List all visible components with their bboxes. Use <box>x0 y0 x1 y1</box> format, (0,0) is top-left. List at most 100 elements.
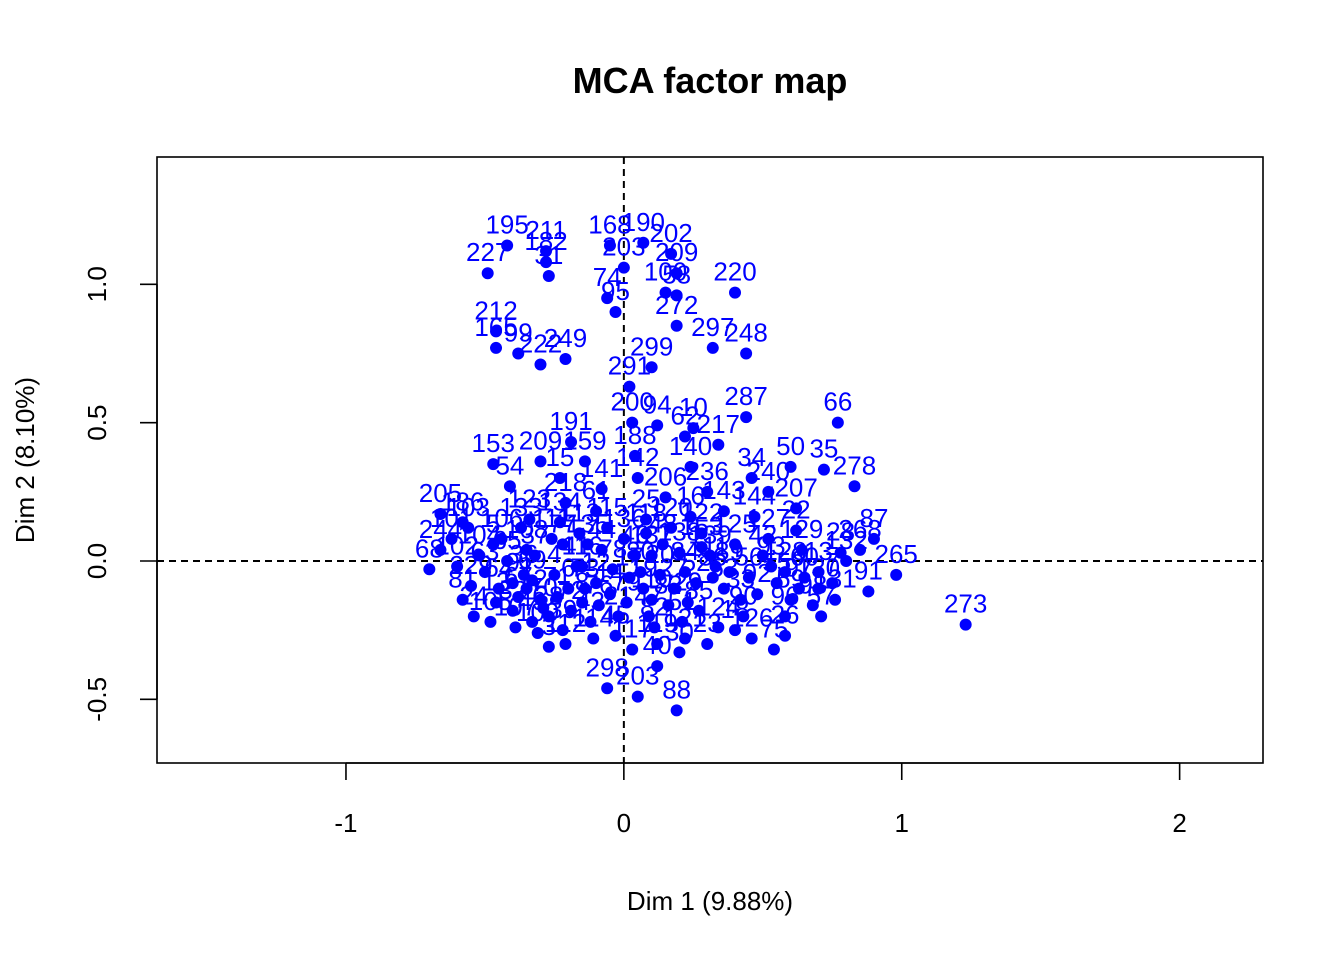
data-point-label: 91 <box>854 555 883 585</box>
x-tick-label: 1 <box>895 808 909 838</box>
data-point-label: 134 <box>538 486 581 516</box>
data-point <box>770 577 783 590</box>
data-point-label: 116 <box>561 531 602 561</box>
data-point <box>490 325 503 338</box>
data-point-label: 5 <box>486 508 500 538</box>
data-point-label: 153 <box>680 511 723 541</box>
data-point <box>606 563 619 576</box>
data-point-label: 99 <box>504 317 533 347</box>
data-point-label: 108 <box>505 514 548 544</box>
data-point <box>704 549 716 562</box>
data-point-label: 72 <box>557 575 586 605</box>
x-axis-label: Dim 1 (9.88%) <box>627 886 793 916</box>
data-point-label: 165 <box>474 312 517 342</box>
data-point-label: 104 <box>458 519 501 549</box>
data-point-label: 28 <box>826 517 855 547</box>
data-point-label: 123 <box>508 483 551 513</box>
data-point <box>767 643 780 656</box>
data-point-label: 35 <box>809 434 838 464</box>
data-point-label: 106 <box>480 503 523 533</box>
data-point <box>601 292 614 305</box>
data-point-label: 138 <box>658 517 701 547</box>
data-point <box>576 596 589 609</box>
data-point <box>495 532 508 545</box>
data-point-label: 109 <box>516 597 559 627</box>
data-point-label: 70 <box>529 572 558 602</box>
data-point-label: 74 <box>593 262 622 292</box>
data-point-label: 107 <box>494 591 537 621</box>
data-point-label: 278 <box>833 450 876 480</box>
data-point <box>790 502 803 515</box>
data-point <box>779 566 792 579</box>
data-point <box>626 643 639 656</box>
data-point <box>601 521 614 534</box>
data-point-label: 291 <box>608 351 651 381</box>
data-point <box>826 577 839 590</box>
data-point <box>565 604 578 617</box>
data-point-label: 75 <box>759 614 788 644</box>
data-point-label: 47 <box>634 580 663 610</box>
data-point-label: 135 <box>566 508 609 538</box>
data-point-label: 200 <box>610 387 653 417</box>
data-point <box>490 596 503 609</box>
data-point-label: 248 <box>724 317 767 347</box>
data-point <box>612 610 625 623</box>
data-point-label: 132 <box>824 525 867 555</box>
data-point-label: 12 <box>582 547 611 577</box>
data-point-label: 249 <box>544 323 587 353</box>
data-point <box>617 532 630 545</box>
data-point-label: 124 <box>697 591 740 621</box>
data-point-label: 49 <box>518 586 547 616</box>
data-point <box>667 582 680 595</box>
data-point <box>867 532 880 545</box>
data-point-label: 96 <box>771 580 800 610</box>
data-point-label: 299 <box>630 331 673 361</box>
data-point <box>545 532 558 545</box>
data-point <box>559 496 572 509</box>
data-point-label: 3 <box>542 611 556 641</box>
data-point <box>523 513 536 526</box>
data-point-label: 69 <box>518 544 547 574</box>
data-point-label: 55 <box>762 547 791 577</box>
data-point <box>526 574 539 587</box>
data-point <box>706 341 719 354</box>
data-point <box>620 596 633 609</box>
data-point <box>503 480 516 493</box>
data-point <box>481 267 494 280</box>
data-point <box>795 543 808 556</box>
data-point-label: 143 <box>702 475 745 505</box>
data-point <box>623 571 636 584</box>
data-point-label: 105 <box>469 586 512 616</box>
data-point-label: 38 <box>534 580 563 610</box>
data-point-label: 85 <box>684 575 713 605</box>
data-point-label: 141 <box>580 453 623 483</box>
data-point <box>784 593 797 606</box>
data-point-label: 206 <box>644 461 687 491</box>
data-point-label: 82 <box>640 591 669 621</box>
data-point <box>890 568 903 581</box>
data-point <box>737 610 750 623</box>
data-point <box>740 411 753 424</box>
data-point <box>840 555 853 567</box>
data-point <box>548 568 561 581</box>
data-point <box>653 568 666 581</box>
data-point <box>553 516 566 529</box>
data-point-label: 84 <box>671 536 700 566</box>
data-point-label: 56 <box>734 542 763 572</box>
data-point-label: 27 <box>659 553 688 583</box>
data-point-label: 159 <box>563 425 606 455</box>
y-tick-label: 0.5 <box>82 405 112 441</box>
data-point <box>706 571 719 584</box>
data-point <box>540 245 553 258</box>
data-point-label: 71 <box>543 561 572 591</box>
data-point-label: 24 <box>459 580 488 610</box>
data-point <box>659 286 672 299</box>
data-point <box>729 286 742 299</box>
data-point-label: 127 <box>747 503 790 533</box>
data-point-label: 19 <box>629 553 658 583</box>
data-point <box>684 460 697 473</box>
data-point-label: 92 <box>743 558 772 588</box>
data-point-label: 58 <box>662 259 691 289</box>
data-point <box>501 555 514 567</box>
